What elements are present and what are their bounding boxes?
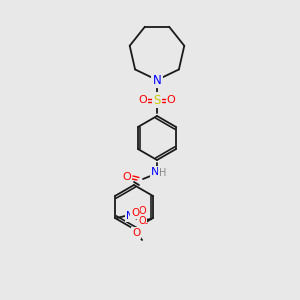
Text: N: N	[126, 211, 134, 221]
Text: O: O	[139, 95, 147, 105]
Text: N: N	[153, 74, 161, 86]
Text: H: H	[159, 168, 167, 178]
Text: -: -	[144, 220, 147, 229]
Text: O: O	[138, 206, 146, 216]
Text: O: O	[167, 95, 176, 105]
Text: O: O	[131, 208, 139, 218]
Text: O: O	[138, 216, 146, 226]
Text: O: O	[123, 172, 131, 182]
Text: N: N	[151, 167, 159, 177]
Text: +: +	[132, 210, 138, 216]
Text: O: O	[132, 228, 140, 238]
Text: S: S	[153, 94, 161, 106]
